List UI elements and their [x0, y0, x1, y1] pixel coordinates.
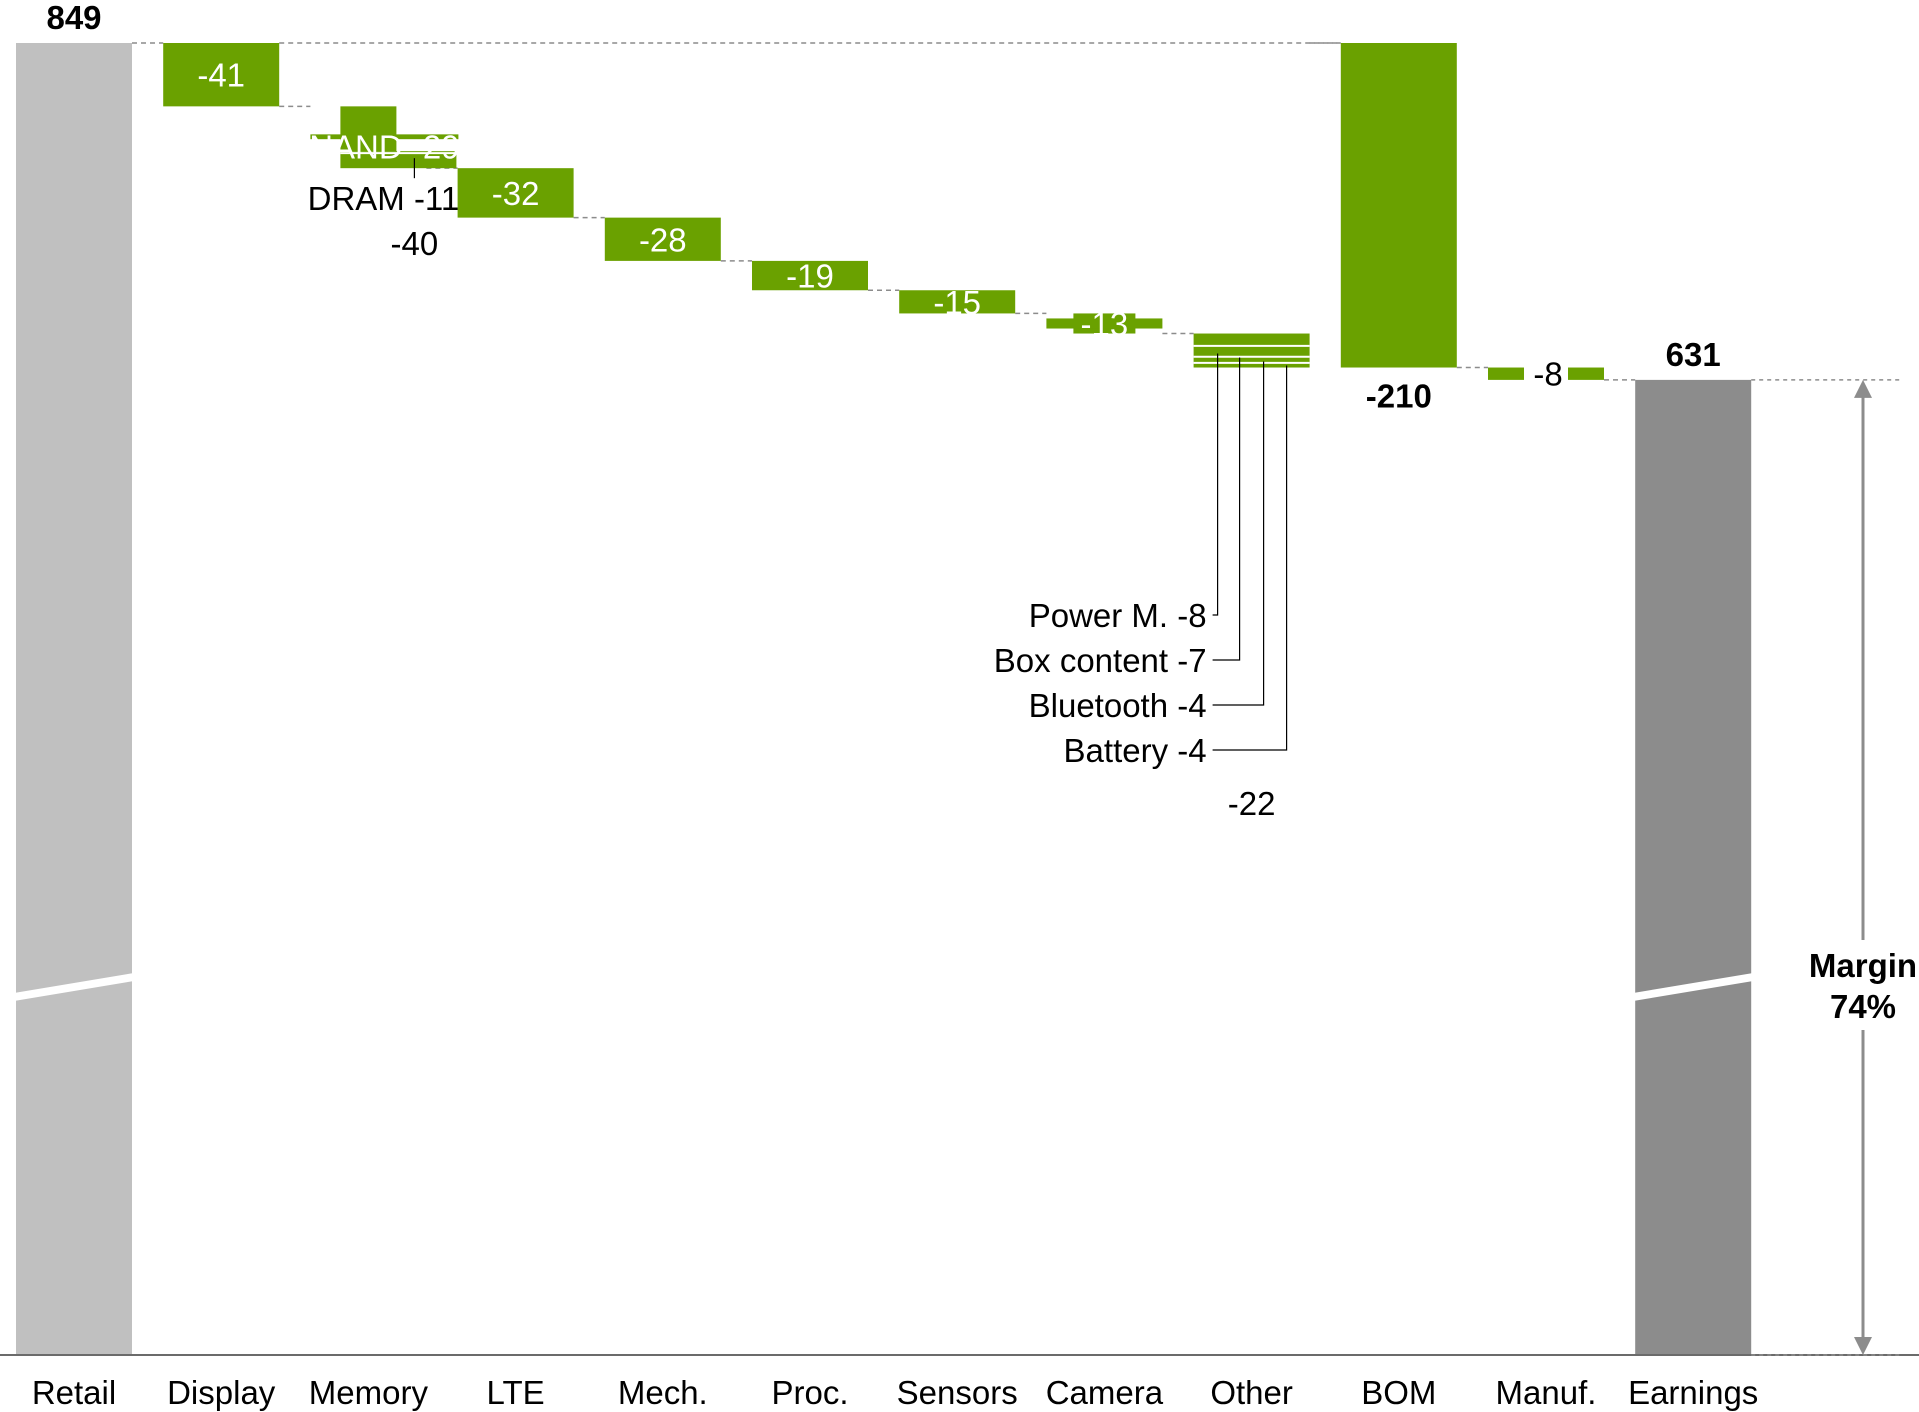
- margin-arrow-head-top: [1854, 379, 1872, 398]
- category-label-proc: Proc.: [771, 1374, 848, 1411]
- leader-line-0: [1212, 353, 1219, 616]
- segment-label-nand: NAND -29: [309, 128, 459, 165]
- bar-other: [1193, 333, 1310, 368]
- connectors: [132, 42, 1636, 381]
- category-label-sensors: Sensors: [897, 1374, 1018, 1411]
- category-label-display: Display: [167, 1374, 276, 1411]
- value-label-manuf: -8: [1533, 356, 1562, 393]
- category-label-earnings: Earnings: [1628, 1374, 1758, 1411]
- value-label-proc: -19: [786, 258, 834, 295]
- category-label-lte: LTE: [487, 1374, 545, 1411]
- category-label-other: Other: [1210, 1374, 1293, 1411]
- bar-segment-dram: [340, 151, 457, 169]
- bar-manuf-right: [1568, 367, 1604, 380]
- value-label-mech: -28: [639, 221, 687, 258]
- label-box-nand: [310, 134, 459, 140]
- bar-proc: [752, 260, 868, 291]
- category-label-memory: Memory: [309, 1374, 429, 1411]
- bar-earnings: [1635, 379, 1752, 1355]
- leader-line-3: [1212, 365, 1288, 751]
- leader-line-1: [1212, 357, 1241, 661]
- margin-arrow-head-bottom: [1854, 1337, 1872, 1355]
- bar-segment-nand: [340, 106, 397, 152]
- value-label-bom: -210: [1366, 378, 1432, 415]
- bar-display: [163, 43, 280, 107]
- label-box-camera: [1046, 318, 1163, 329]
- bar-manuf-left: [1488, 367, 1524, 380]
- category-label-manuf: Manuf.: [1496, 1374, 1597, 1411]
- value-label-camera: -13: [1081, 305, 1129, 342]
- bar-sensors: [899, 290, 1016, 314]
- segment-label-powerm: Power M. -8: [1029, 597, 1207, 634]
- bars: [14, 43, 1754, 1355]
- category-label-retail: Retail: [32, 1374, 116, 1411]
- segment-label-boxcontent: Box content -7: [994, 642, 1207, 679]
- leader-line-2: [1212, 361, 1265, 706]
- category-label-bom: BOM: [1361, 1374, 1436, 1411]
- segment-label-bluetooth: Bluetooth -4: [1029, 687, 1207, 724]
- category-label-camera: Camera: [1046, 1374, 1164, 1411]
- value-label-lte: -32: [492, 175, 540, 212]
- category-label-mech: Mech.: [618, 1374, 708, 1411]
- value-label-earnings: 631: [1666, 336, 1721, 373]
- labels: 849 -41 NAND -29 DRAM -11 -40 -32 -28 -19 -15 -13…: [46, 0, 1720, 822]
- margin-percent: 74%: [1830, 988, 1896, 1025]
- segment-label-battery: Battery -4: [1064, 732, 1207, 769]
- margin-label: Margin: [1809, 947, 1917, 984]
- value-label-sensors: -15: [933, 284, 981, 321]
- axis-break-earnings: [1633, 973, 1754, 1001]
- bar-bom: [1340, 43, 1457, 368]
- value-label-memory: -40: [391, 225, 439, 262]
- value-label-other: -22: [1228, 785, 1276, 822]
- value-label-display: -41: [197, 57, 245, 94]
- bar-lte: [457, 168, 574, 218]
- bar-retail: [16, 43, 132, 1355]
- bar-mech: [604, 217, 721, 261]
- segment-label-dram: DRAM -11: [308, 180, 460, 217]
- value-label-retail: 849: [46, 0, 101, 36]
- axis-break-retail: [14, 973, 134, 1001]
